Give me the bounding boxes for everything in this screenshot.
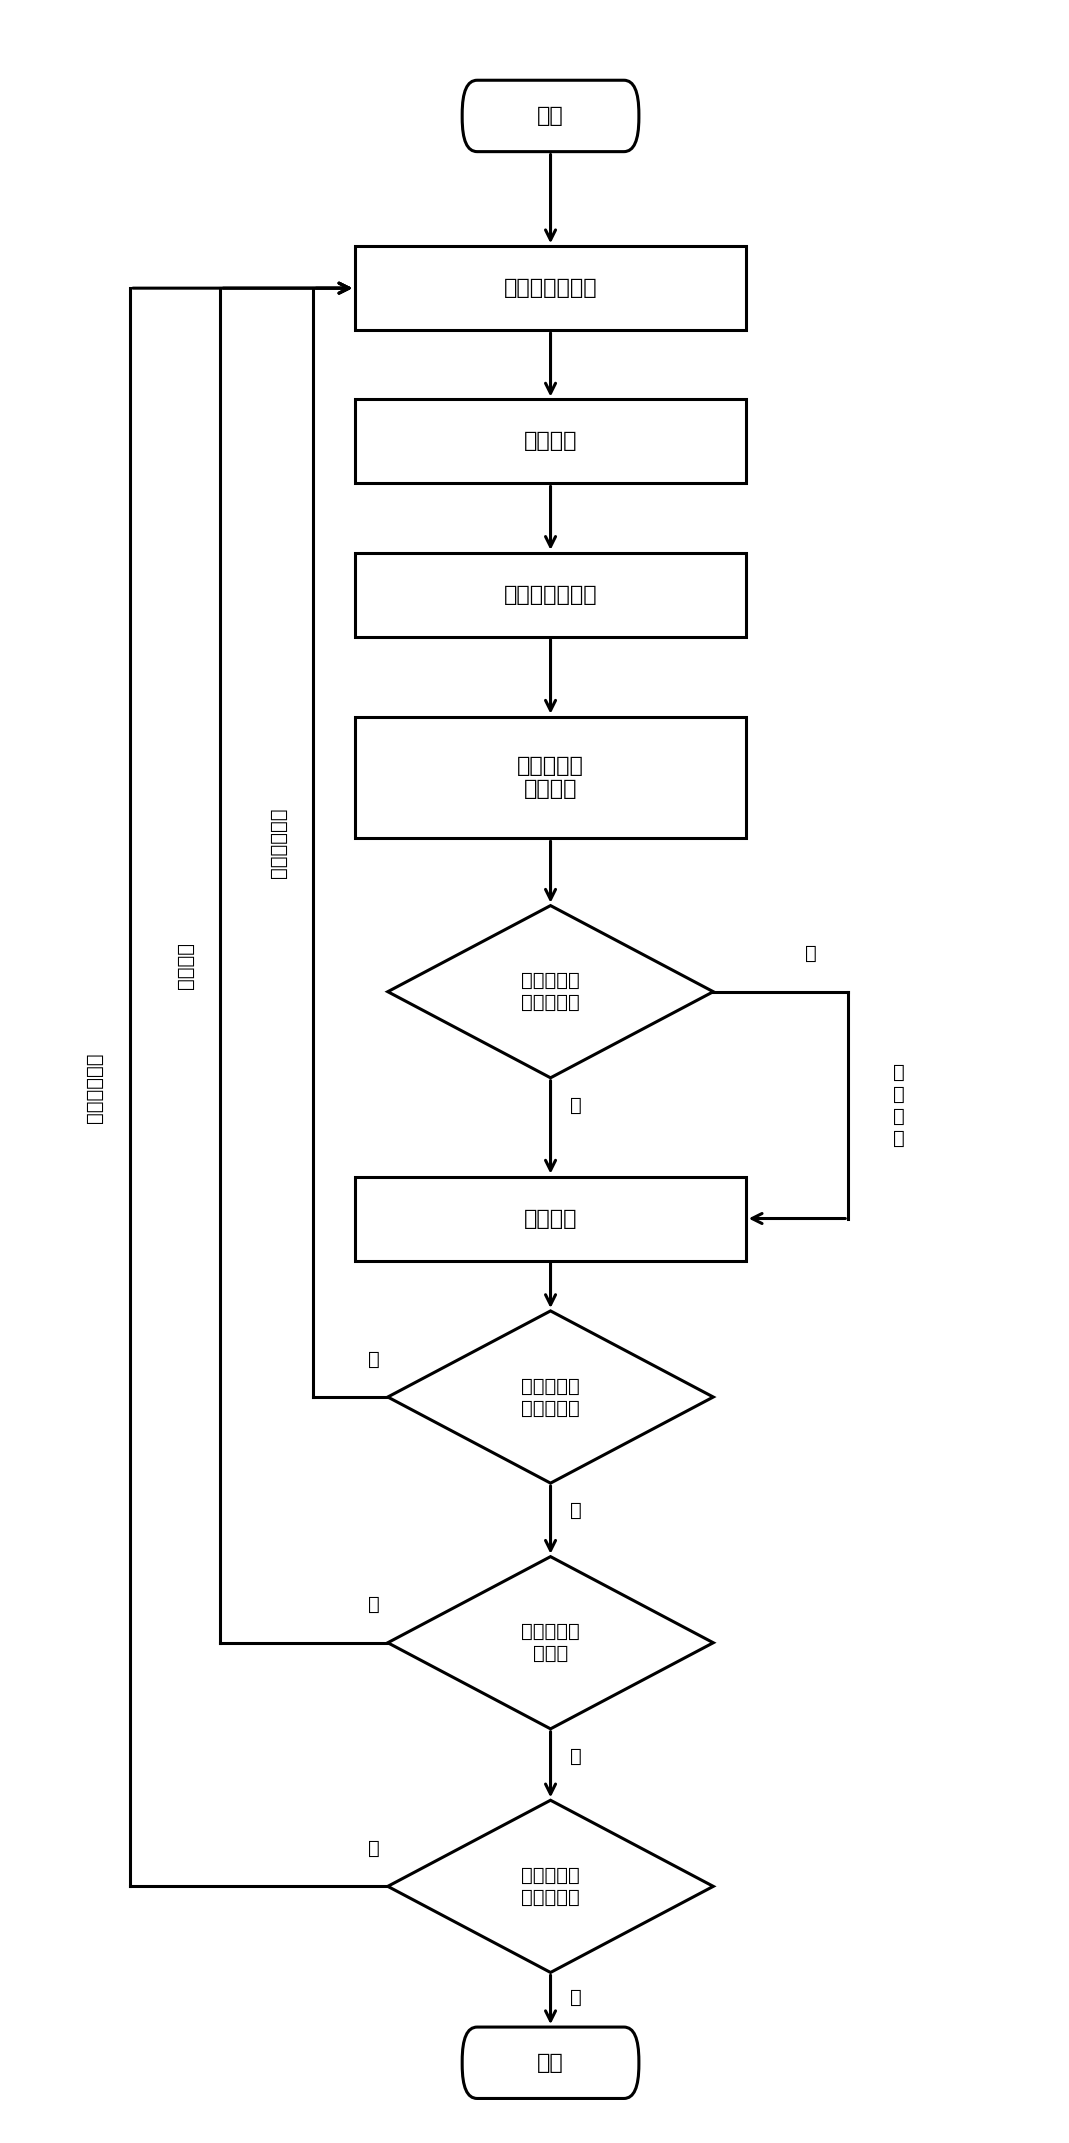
Text: 改变目标速度: 改变目标速度 bbox=[268, 808, 288, 879]
Text: 停止采集: 停止采集 bbox=[524, 1209, 577, 1228]
Text: 否: 否 bbox=[570, 1989, 582, 2008]
Bar bbox=[355, 716, 746, 838]
Text: 否: 否 bbox=[805, 945, 817, 964]
Text: 施加制动并
采集数据: 施加制动并 采集数据 bbox=[517, 756, 584, 799]
Text: 否: 否 bbox=[570, 1747, 582, 1766]
Text: 稳速控制: 稳速控制 bbox=[524, 431, 577, 452]
Text: 是: 是 bbox=[570, 1095, 582, 1114]
Polygon shape bbox=[388, 1312, 713, 1483]
Text: 是否需要改
变目标速度: 是否需要改 变目标速度 bbox=[522, 1376, 579, 1417]
Text: 开始: 开始 bbox=[537, 105, 564, 126]
Text: 是: 是 bbox=[368, 1839, 379, 1858]
Text: 是: 是 bbox=[368, 1350, 379, 1369]
Text: 是否需要改
变轨面条件: 是否需要改 变轨面条件 bbox=[522, 1867, 579, 1907]
Polygon shape bbox=[388, 906, 713, 1078]
FancyBboxPatch shape bbox=[462, 79, 639, 152]
Text: 否: 否 bbox=[570, 1500, 582, 1519]
Text: 改变轴重: 改变轴重 bbox=[175, 943, 195, 988]
Text: 滑移率是否
达到预设值: 滑移率是否 达到预设值 bbox=[522, 971, 579, 1011]
Text: 改变轨面条件: 改变轨面条件 bbox=[86, 1052, 105, 1123]
Text: 是: 是 bbox=[368, 1594, 379, 1614]
Polygon shape bbox=[388, 1800, 713, 1972]
Bar bbox=[355, 553, 746, 636]
Polygon shape bbox=[388, 1556, 713, 1729]
Text: 预设极限滑移率: 预设极限滑移率 bbox=[503, 585, 598, 604]
Text: 结束: 结束 bbox=[537, 2053, 564, 2072]
Text: 是否需要改
变轴重: 是否需要改 变轴重 bbox=[522, 1622, 579, 1663]
Text: 牵引至目标速度: 牵引至目标速度 bbox=[503, 279, 598, 298]
Bar bbox=[355, 399, 746, 484]
FancyBboxPatch shape bbox=[462, 2027, 639, 2098]
Bar bbox=[355, 1177, 746, 1260]
Text: 手
动
缓
解: 手 动 缓 解 bbox=[894, 1063, 905, 1149]
Bar bbox=[355, 246, 746, 330]
